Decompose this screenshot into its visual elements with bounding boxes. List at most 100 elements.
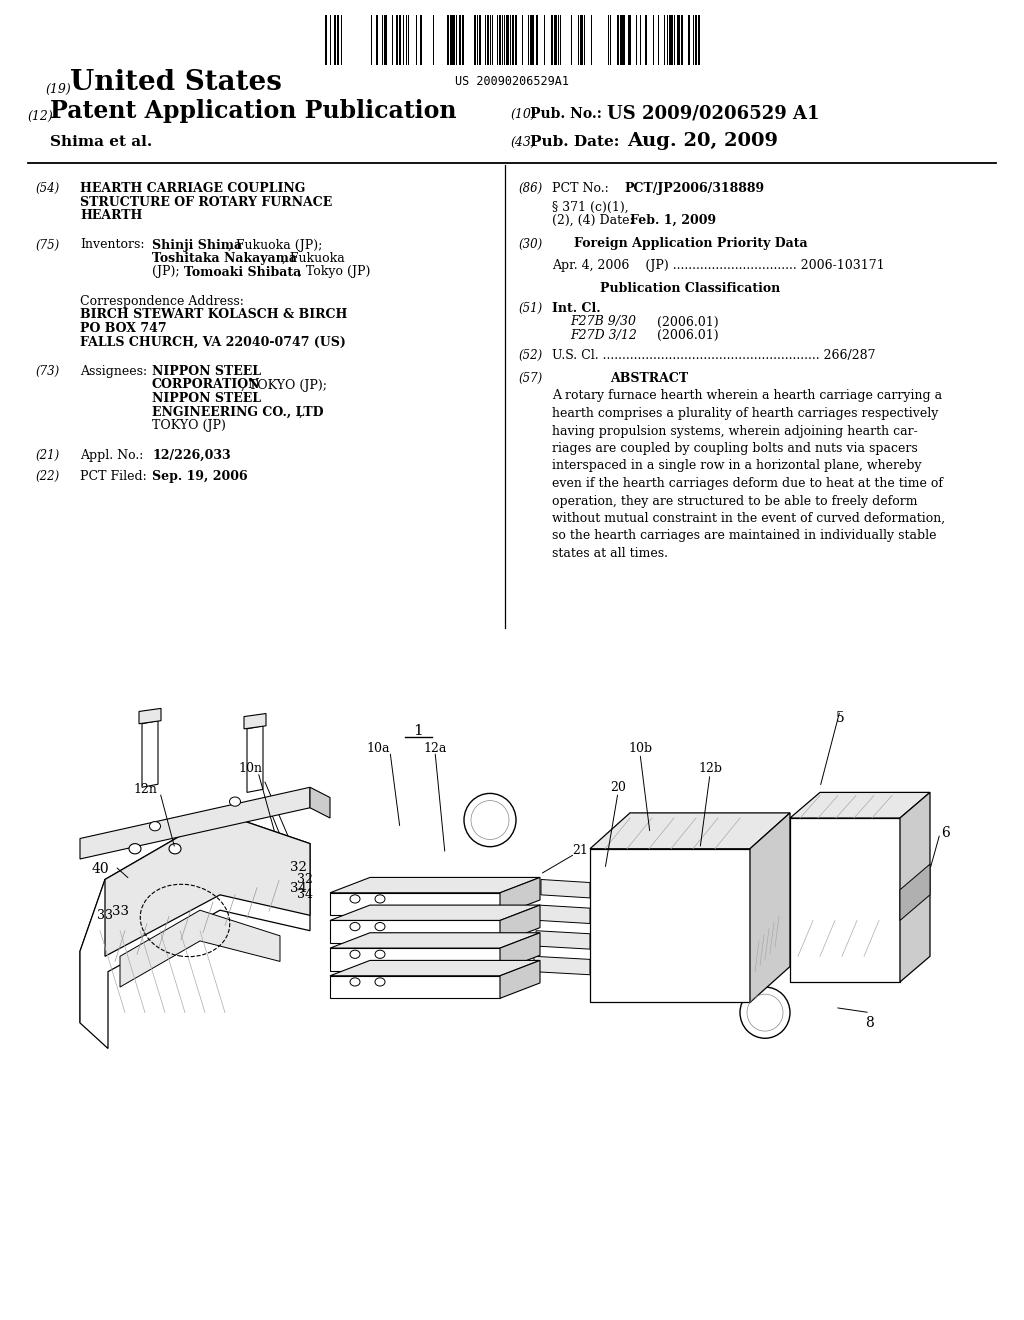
Bar <box>474 15 476 65</box>
Text: 20: 20 <box>610 780 626 793</box>
Bar <box>532 15 534 65</box>
Polygon shape <box>310 787 330 818</box>
Text: , Fukuoka (JP);: , Fukuoka (JP); <box>228 239 323 252</box>
Text: (73): (73) <box>35 366 59 378</box>
Text: 10n: 10n <box>238 763 262 775</box>
Text: 33: 33 <box>112 906 129 919</box>
Text: § 371 (c)(1),: § 371 (c)(1), <box>552 201 629 214</box>
Text: NIPPON STEEL: NIPPON STEEL <box>152 392 261 405</box>
Text: HEARTH: HEARTH <box>80 209 142 222</box>
Polygon shape <box>330 906 540 920</box>
Bar <box>530 15 531 65</box>
Text: 1: 1 <box>413 723 423 738</box>
Text: (2), (4) Date:: (2), (4) Date: <box>552 214 634 227</box>
Ellipse shape <box>169 843 181 854</box>
Text: PCT/JP2006/318889: PCT/JP2006/318889 <box>624 182 764 195</box>
Text: (21): (21) <box>35 449 59 462</box>
Bar <box>325 15 327 65</box>
Text: F27D 3/12: F27D 3/12 <box>570 329 637 342</box>
Text: PO BOX 747: PO BOX 747 <box>80 322 167 335</box>
Bar <box>616 15 618 65</box>
Text: A rotary furnace hearth wherein a hearth carriage carrying a
hearth comprises a : A rotary furnace hearth wherein a hearth… <box>552 389 945 560</box>
Text: CORPORATION: CORPORATION <box>152 379 260 392</box>
Ellipse shape <box>375 895 385 903</box>
Text: (52): (52) <box>518 348 543 362</box>
Bar <box>644 15 646 65</box>
Polygon shape <box>330 878 540 892</box>
Polygon shape <box>541 879 590 898</box>
Text: United States: United States <box>70 69 282 96</box>
Bar <box>492 15 493 65</box>
Polygon shape <box>80 813 310 1048</box>
Text: Tomoaki Shibata: Tomoaki Shibata <box>184 265 301 279</box>
Polygon shape <box>330 920 500 942</box>
Bar <box>677 15 680 65</box>
Ellipse shape <box>375 978 385 986</box>
Polygon shape <box>590 813 790 849</box>
Text: Appl. No.:: Appl. No.: <box>80 449 143 462</box>
Text: , Tokyo (JP): , Tokyo (JP) <box>298 265 371 279</box>
Text: 32: 32 <box>297 873 313 886</box>
Text: 40: 40 <box>91 862 109 876</box>
Bar <box>399 15 401 65</box>
Ellipse shape <box>740 987 790 1039</box>
Text: NIPPON STEEL: NIPPON STEEL <box>152 366 261 378</box>
Text: 12/226,033: 12/226,033 <box>152 449 230 462</box>
Text: 10b: 10b <box>628 742 652 755</box>
Text: F27B 9/30: F27B 9/30 <box>570 315 636 329</box>
Polygon shape <box>536 931 590 949</box>
Text: PCT Filed:: PCT Filed: <box>80 470 146 483</box>
Text: (JP);: (JP); <box>152 265 179 279</box>
Text: 21: 21 <box>572 845 588 857</box>
Bar <box>557 15 559 65</box>
Polygon shape <box>330 892 500 915</box>
Text: PCT No.:: PCT No.: <box>552 182 608 195</box>
Ellipse shape <box>129 843 141 854</box>
Text: , TOKYO (JP);: , TOKYO (JP); <box>241 379 327 392</box>
Polygon shape <box>247 726 263 792</box>
Bar <box>479 15 480 65</box>
Ellipse shape <box>375 950 385 958</box>
Bar <box>512 15 514 65</box>
Text: (54): (54) <box>35 182 59 195</box>
Text: 12b: 12b <box>698 763 722 775</box>
Bar <box>376 15 378 65</box>
Polygon shape <box>330 975 500 998</box>
Text: Assignees:: Assignees: <box>80 366 147 378</box>
Polygon shape <box>500 961 540 998</box>
Bar <box>462 15 464 65</box>
Text: ABSTRACT: ABSTRACT <box>610 372 688 385</box>
Text: ,: , <box>299 405 303 418</box>
Bar <box>580 15 582 65</box>
Text: 10a: 10a <box>367 742 390 755</box>
Ellipse shape <box>375 923 385 931</box>
Bar <box>657 15 659 65</box>
Text: (22): (22) <box>35 470 59 483</box>
Polygon shape <box>142 721 158 787</box>
Bar <box>521 15 523 65</box>
Polygon shape <box>500 933 540 970</box>
Text: Apr. 4, 2006    (JP) ................................ 2006-103171: Apr. 4, 2006 (JP) ......................… <box>552 259 885 272</box>
Text: 12a: 12a <box>423 742 446 755</box>
Bar <box>629 15 631 65</box>
Ellipse shape <box>350 978 360 986</box>
Polygon shape <box>105 813 310 956</box>
Text: 32: 32 <box>290 861 307 874</box>
Polygon shape <box>500 906 540 942</box>
Bar <box>669 15 671 65</box>
Text: STRUCTURE OF ROTARY FURNACE: STRUCTURE OF ROTARY FURNACE <box>80 195 332 209</box>
Text: US 20090206529A1: US 20090206529A1 <box>455 75 569 88</box>
Text: Correspondence Address:: Correspondence Address: <box>80 294 244 308</box>
Polygon shape <box>790 792 930 818</box>
Ellipse shape <box>350 950 360 958</box>
Text: Pub. Date:: Pub. Date: <box>530 135 620 149</box>
Ellipse shape <box>229 797 241 807</box>
Text: Shinji Shima: Shinji Shima <box>152 239 242 252</box>
Text: (75): (75) <box>35 239 59 252</box>
Polygon shape <box>534 956 590 974</box>
Text: BIRCH STEWART KOLASCH & BIRCH: BIRCH STEWART KOLASCH & BIRCH <box>80 309 347 322</box>
Text: TOKYO (JP): TOKYO (JP) <box>152 418 226 432</box>
Text: Pub. No.:: Pub. No.: <box>530 107 602 121</box>
Ellipse shape <box>350 895 360 903</box>
Text: (2006.01): (2006.01) <box>657 329 719 342</box>
